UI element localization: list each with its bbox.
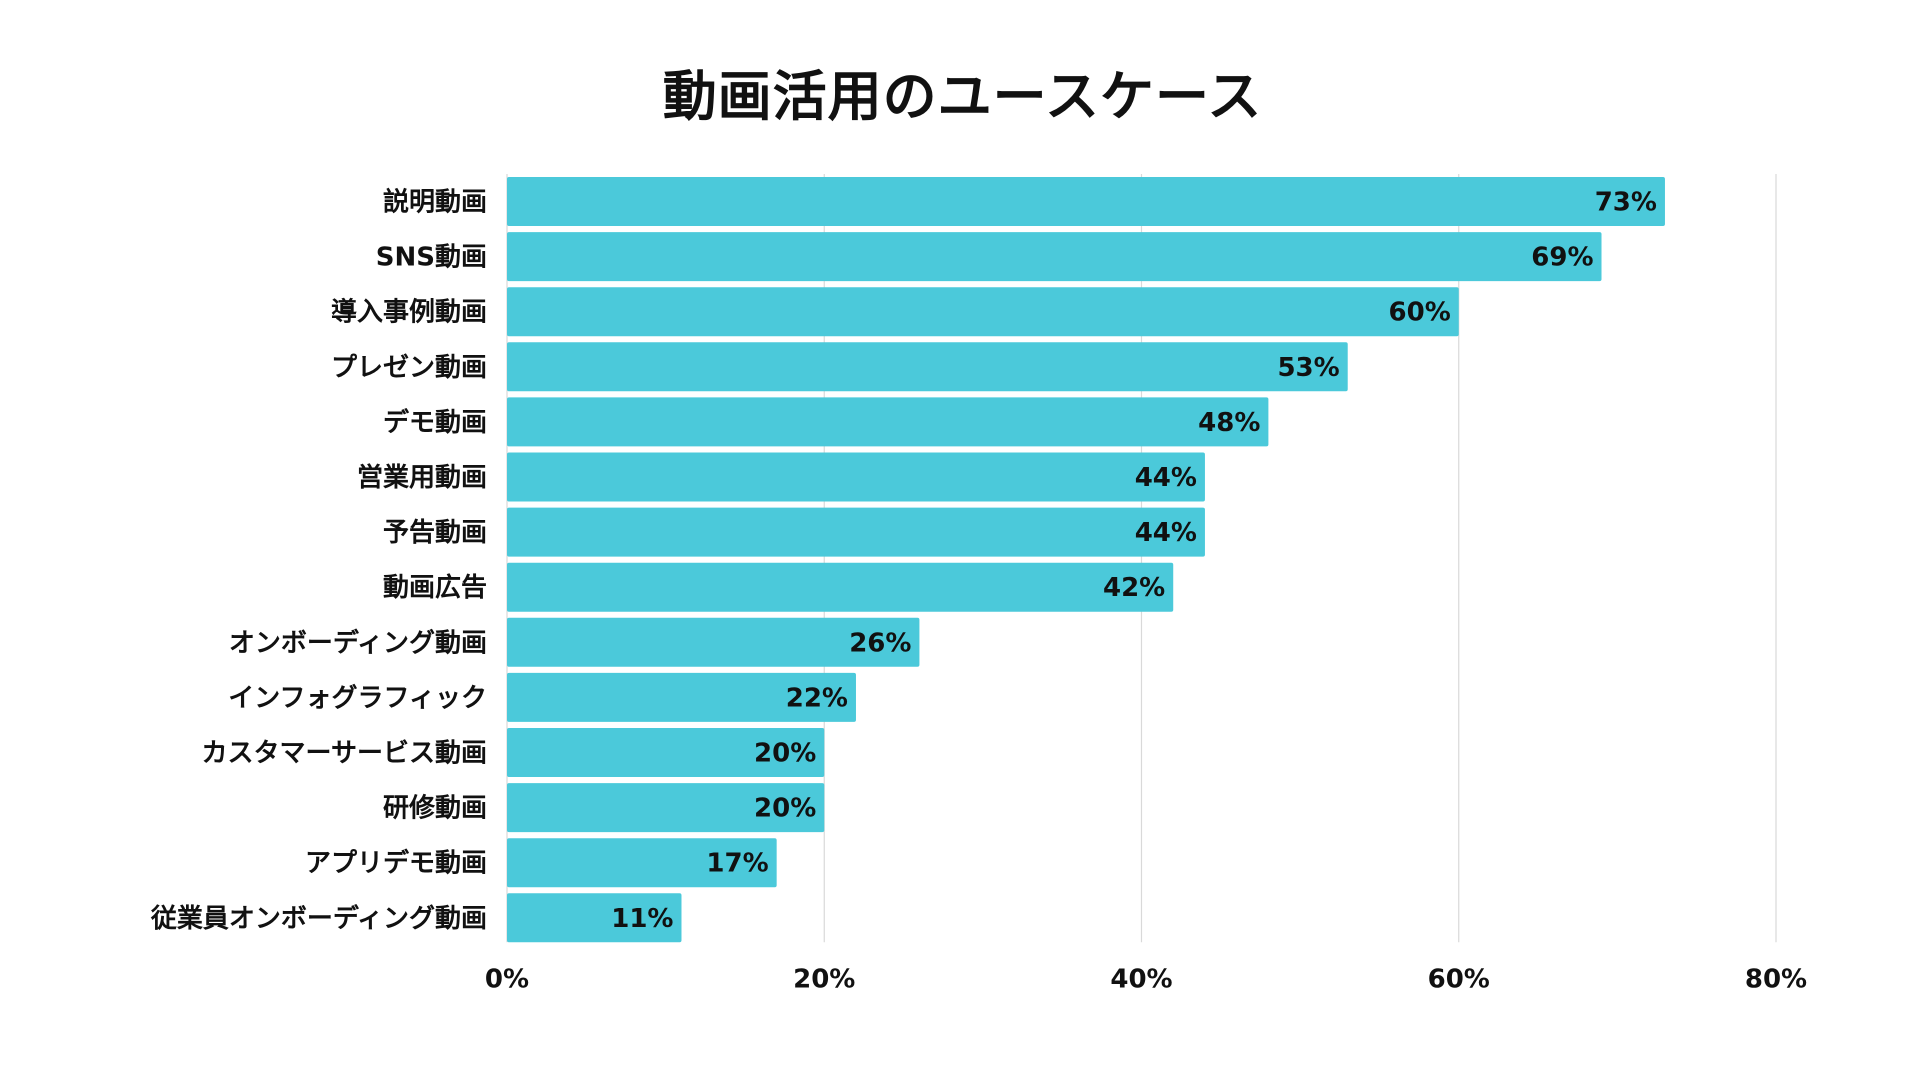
y-tick-label: SNS動画 [376, 243, 487, 273]
bar [507, 672, 856, 722]
bar [507, 562, 1174, 612]
bar [507, 783, 825, 833]
bar [507, 893, 682, 943]
bar [507, 838, 777, 888]
x-tick-label: 60% [1428, 964, 1490, 994]
y-tick-label: 予告動画 [383, 518, 487, 548]
data-label: 11% [611, 904, 673, 934]
data-label: 69% [1531, 243, 1593, 273]
data-label: 60% [1389, 298, 1451, 328]
x-tick-label: 80% [1745, 964, 1807, 994]
data-label: 42% [1103, 573, 1165, 603]
y-tick-label: オンボーディング動画 [229, 627, 487, 658]
bar [507, 177, 1665, 226]
bar [507, 232, 1602, 282]
data-label: 44% [1135, 518, 1197, 548]
y-tick-label: 動画広告 [383, 572, 487, 603]
y-tick-label: カスタマーサービス動画 [202, 739, 487, 769]
data-label: 53% [1277, 353, 1339, 383]
data-label: 20% [754, 739, 816, 769]
bar [507, 452, 1205, 502]
x-tick-label: 40% [1110, 964, 1172, 994]
y-tick-label: 営業用動画 [357, 463, 487, 493]
x-tick-label: 0% [485, 964, 529, 994]
y-tick-label: 研修動画 [383, 793, 487, 824]
data-label: 20% [754, 794, 816, 824]
chart-title: 動画活用のユースケース [662, 65, 1263, 128]
y-tick-label: アプリデモ動画 [305, 848, 487, 879]
bar [507, 342, 1348, 392]
data-label: 48% [1198, 408, 1260, 438]
data-label: 17% [706, 849, 768, 879]
y-tick-label: 従業員オンボーディング動画 [150, 903, 487, 934]
y-tick-label: 導入事例動画 [331, 297, 487, 328]
x-tick-label: 20% [793, 964, 855, 994]
bar [507, 397, 1269, 447]
y-tick-label: デモ動画 [383, 407, 487, 438]
data-label: 26% [849, 628, 911, 658]
bar [507, 617, 920, 667]
data-label: 22% [786, 683, 848, 713]
y-tick-label: 説明動画 [383, 187, 487, 218]
data-label: 73% [1595, 188, 1657, 218]
data-label: 44% [1135, 463, 1197, 493]
y-tick-label: プレゼン動画 [331, 353, 487, 383]
bar [507, 507, 1205, 557]
bar [507, 287, 1459, 337]
bar [507, 728, 825, 777]
y-tick-label: インフォグラフィック [228, 683, 487, 713]
